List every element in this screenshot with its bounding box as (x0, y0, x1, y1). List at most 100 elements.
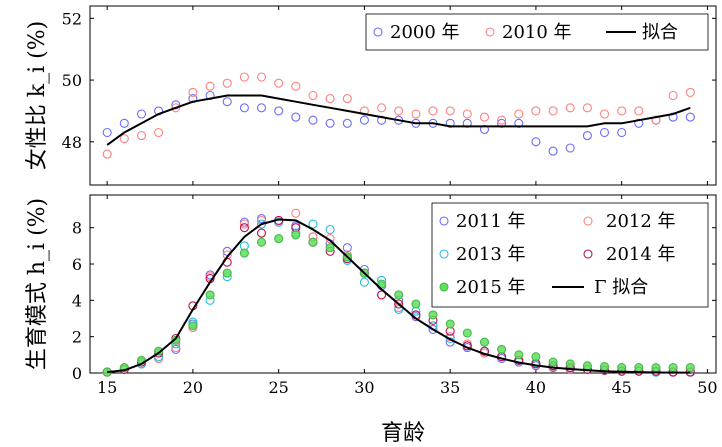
data-point (274, 78, 284, 88)
data-point (239, 223, 249, 233)
data-point (479, 346, 490, 356)
data-point (685, 363, 695, 373)
x-tick-label: 20 (183, 378, 203, 397)
data-point (599, 109, 610, 119)
data-point (548, 106, 558, 116)
legend-marker (583, 216, 593, 226)
legend-label: 2011 年 (456, 211, 526, 232)
data-point (462, 109, 472, 119)
data-point (634, 363, 644, 373)
data-point (599, 362, 610, 372)
legend-box (365, 13, 709, 51)
data-point (205, 290, 215, 300)
data-point (428, 106, 438, 116)
data-point (411, 109, 421, 119)
data-point (445, 106, 455, 116)
data-point (685, 87, 695, 97)
data-point (325, 94, 335, 104)
data-point (479, 112, 490, 122)
y-tick-label: 50 (62, 71, 82, 90)
data-point (256, 72, 267, 82)
y-tick-label: 52 (62, 9, 82, 28)
x-tick-label: 30 (354, 378, 374, 397)
data-point (222, 78, 232, 88)
x-tick-label: 50 (697, 378, 717, 397)
data-point (291, 112, 301, 122)
data-point (342, 243, 352, 253)
data-point (359, 115, 369, 125)
fit-line (107, 218, 691, 374)
data-point (239, 219, 249, 229)
data-point (565, 103, 575, 113)
data-point (394, 290, 404, 300)
data-point (582, 361, 592, 371)
data-point (325, 224, 335, 235)
data-point (359, 277, 369, 287)
data-point (256, 228, 267, 238)
data-point (565, 143, 575, 153)
data-point (274, 106, 284, 116)
data-point (617, 127, 627, 138)
data-point (445, 319, 455, 329)
x-tick-label: 45 (611, 378, 631, 397)
data-point (428, 324, 438, 334)
y-tick-label: 0 (72, 364, 82, 383)
data-point (582, 131, 592, 141)
data-point (171, 103, 181, 113)
data-point (377, 103, 387, 113)
data-point (617, 363, 627, 373)
data-point (136, 131, 147, 141)
data-point (222, 250, 232, 260)
plot-frame (89, 5, 717, 186)
legend-marker (439, 216, 449, 226)
data-point (531, 352, 541, 362)
x-tick-label: 25 (268, 378, 288, 397)
data-point (308, 90, 318, 101)
data-point (599, 127, 610, 138)
data-point (171, 335, 181, 345)
data-point (377, 290, 387, 300)
data-point (582, 103, 592, 113)
y-tick-label: 6 (72, 255, 82, 274)
legend-marker (485, 27, 495, 37)
legend-box (431, 202, 709, 308)
data-point (308, 219, 318, 229)
data-point (479, 124, 490, 134)
data-point (102, 149, 112, 159)
x-axis-label: 育龄 (381, 421, 425, 446)
data-point (239, 72, 249, 82)
data-point (119, 134, 129, 144)
data-point (239, 248, 249, 258)
fit-line (106, 94, 691, 146)
data-point (668, 90, 678, 101)
data-point (548, 357, 558, 367)
x-tick-label: 40 (526, 378, 546, 397)
legend-label: Γ 拟合 (594, 277, 648, 298)
data-point (308, 115, 318, 125)
data-point (394, 299, 404, 309)
data-point (617, 106, 627, 116)
data-point (291, 208, 301, 218)
data-point (634, 106, 644, 116)
y-axis-label: 生育模式 h_i (%) (25, 198, 50, 370)
data-point (325, 243, 335, 253)
y-tick-label: 2 (72, 328, 82, 347)
data-point (531, 106, 541, 116)
data-point (256, 103, 267, 113)
data-point (205, 81, 215, 91)
y-axis-label: 女性比 k_i (%) (25, 21, 50, 170)
data-point (325, 118, 335, 128)
y-tick-label: 4 (72, 291, 82, 310)
data-point (256, 237, 267, 247)
data-point (668, 363, 678, 373)
data-point (531, 137, 541, 147)
data-point (308, 237, 318, 247)
data-point (394, 106, 404, 116)
legend-label: 2014 年 (606, 244, 676, 265)
data-point (548, 146, 558, 156)
data-point (479, 337, 490, 347)
data-point (274, 234, 284, 244)
legend-marker (583, 249, 593, 259)
legend-label: 拟合 (642, 22, 678, 43)
